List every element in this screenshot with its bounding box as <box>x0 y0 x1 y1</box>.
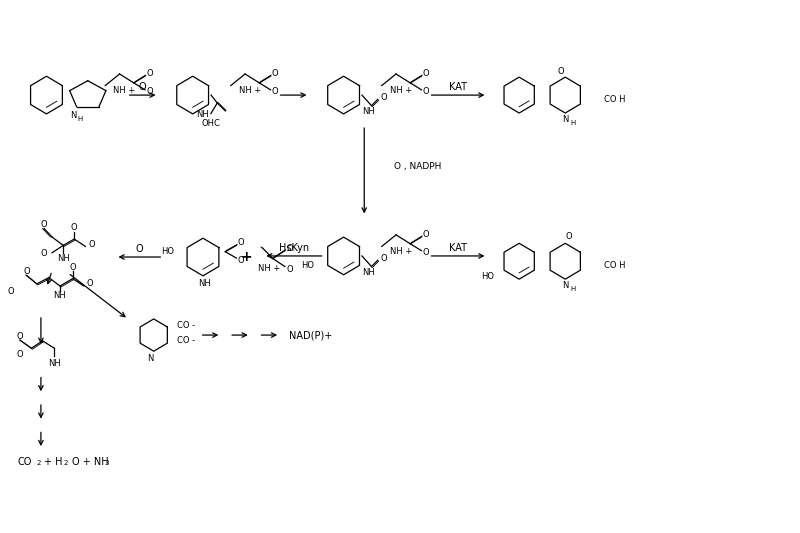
Text: O: O <box>286 265 293 273</box>
Text: O: O <box>238 256 245 265</box>
Text: O: O <box>146 87 153 96</box>
Text: + H: + H <box>44 457 62 467</box>
Text: CO H: CO H <box>604 95 626 104</box>
Text: NH: NH <box>198 279 211 288</box>
Text: O: O <box>423 69 430 78</box>
Text: O , NADPH: O , NADPH <box>394 162 441 171</box>
Text: 2: 2 <box>36 460 41 466</box>
Text: NH: NH <box>54 291 66 300</box>
Text: O: O <box>423 87 430 96</box>
Text: +: + <box>241 250 253 264</box>
Text: KAT: KAT <box>449 243 467 253</box>
Text: O: O <box>17 332 23 341</box>
Text: CO: CO <box>17 457 31 467</box>
Text: O: O <box>286 244 293 253</box>
Text: NH +: NH + <box>390 247 412 256</box>
Text: NH +: NH + <box>114 86 135 95</box>
Text: O: O <box>41 220 47 229</box>
Text: HsKyn: HsKyn <box>279 243 310 253</box>
Text: 2: 2 <box>64 460 68 466</box>
Text: O: O <box>272 87 278 96</box>
Text: O: O <box>70 263 76 271</box>
Text: O: O <box>89 240 95 249</box>
Text: O: O <box>272 69 278 78</box>
Text: O + NH: O + NH <box>72 457 109 467</box>
Text: O: O <box>423 230 430 239</box>
Text: NH: NH <box>362 268 374 277</box>
Text: HO: HO <box>481 272 494 281</box>
Text: O: O <box>138 82 146 92</box>
Text: N: N <box>562 115 569 124</box>
Text: CO -: CO - <box>178 336 195 345</box>
Text: O: O <box>557 67 564 76</box>
Text: CO -: CO - <box>178 321 195 330</box>
Text: NH: NH <box>48 359 61 368</box>
Text: O: O <box>146 69 153 78</box>
Text: N: N <box>147 354 154 363</box>
Text: NH: NH <box>57 254 70 263</box>
Text: NH +: NH + <box>258 264 280 272</box>
Text: O: O <box>381 254 387 263</box>
Text: 3: 3 <box>105 460 109 466</box>
Text: HO: HO <box>161 247 174 256</box>
Text: CO H: CO H <box>604 261 626 270</box>
Text: H: H <box>78 116 82 122</box>
Text: HO: HO <box>302 261 314 270</box>
Text: N: N <box>562 281 569 290</box>
Text: O: O <box>23 267 30 276</box>
Text: H: H <box>570 119 576 125</box>
Text: H: H <box>570 286 576 292</box>
Text: NH +: NH + <box>238 86 261 95</box>
Text: NH +: NH + <box>390 86 412 95</box>
Text: O: O <box>17 350 23 359</box>
Text: O: O <box>423 248 430 257</box>
Text: NAD(P)+: NAD(P)+ <box>289 330 332 340</box>
Text: NH: NH <box>197 110 210 119</box>
Text: O: O <box>87 279 94 288</box>
Text: O: O <box>136 244 143 254</box>
Text: O: O <box>238 238 245 247</box>
Text: O: O <box>381 93 387 102</box>
Text: OHC: OHC <box>202 118 220 127</box>
Text: NH: NH <box>362 108 374 116</box>
Text: O: O <box>41 249 47 259</box>
Text: KAT: KAT <box>449 82 467 92</box>
Text: O: O <box>71 223 78 232</box>
Text: O: O <box>7 287 14 296</box>
Text: N: N <box>70 111 77 119</box>
Text: O: O <box>566 232 573 241</box>
